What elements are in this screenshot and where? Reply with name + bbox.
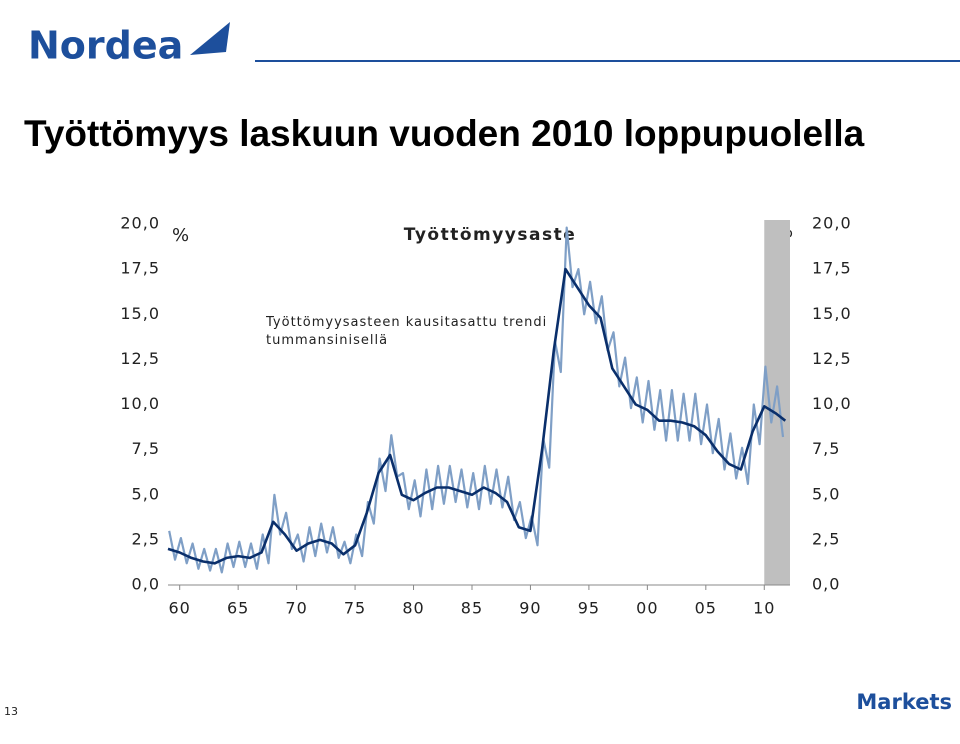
- annotation-box: Työttömyysasteen kausitasattu trendi tum…: [266, 315, 548, 348]
- logo-sail: [190, 22, 230, 55]
- y-axis-label: %: [172, 225, 189, 246]
- x-tick-label: 90: [519, 599, 541, 618]
- y-tick-label: 0,0: [132, 575, 160, 594]
- chart-subtitle: Työttömyysaste: [404, 225, 577, 245]
- x-tick-label: 60: [169, 599, 191, 618]
- y-tick-label: 5,0: [132, 484, 160, 503]
- x-tick-label: 00: [636, 599, 658, 618]
- x-tick-label: 75: [344, 599, 366, 618]
- x-tick-label: 10: [753, 599, 775, 618]
- y-tick-label: 2,5: [132, 529, 160, 548]
- slide-title: Työttömyys laskuun vuoden 2010 loppupuol…: [24, 113, 865, 154]
- y2-tick-label: 17,5: [812, 259, 852, 278]
- y2-tick-label: 20,0: [812, 214, 852, 233]
- y2-tick-label: 7,5: [812, 439, 840, 458]
- y2-tick-label: 10,0: [812, 394, 852, 413]
- y-tick-label: 15,0: [120, 304, 160, 323]
- y2-tick-label: 0,0: [812, 575, 840, 594]
- x-tick-label: 65: [227, 599, 249, 618]
- logo: Nordea: [28, 24, 183, 68]
- page-number: 13: [4, 705, 18, 718]
- x-tick-label: 70: [285, 599, 307, 618]
- x-tick-label: 85: [461, 599, 483, 618]
- footer-logo: Markets: [856, 690, 952, 714]
- series-line: [167, 267, 787, 565]
- y-tick-label: 17,5: [120, 259, 160, 278]
- annotation: Työttömyysasteen kausitasattu trendi tum…: [266, 315, 548, 348]
- y-tick-label: 7,5: [132, 439, 160, 458]
- x-tick-label: 80: [402, 599, 424, 618]
- x-tick-label: 05: [695, 599, 717, 618]
- y-tick-label: 10,0: [120, 394, 160, 413]
- y2-tick-label: 5,0: [812, 484, 840, 503]
- y2-tick-label: 2,5: [812, 529, 840, 548]
- x-tick-label: 95: [578, 599, 600, 618]
- y-tick-label: 20,0: [120, 214, 160, 233]
- y2-tick-label: 12,5: [812, 349, 852, 368]
- y2-tick-label: 15,0: [812, 304, 852, 323]
- y-tick-label: 12,5: [120, 349, 160, 368]
- series-line: [168, 226, 785, 574]
